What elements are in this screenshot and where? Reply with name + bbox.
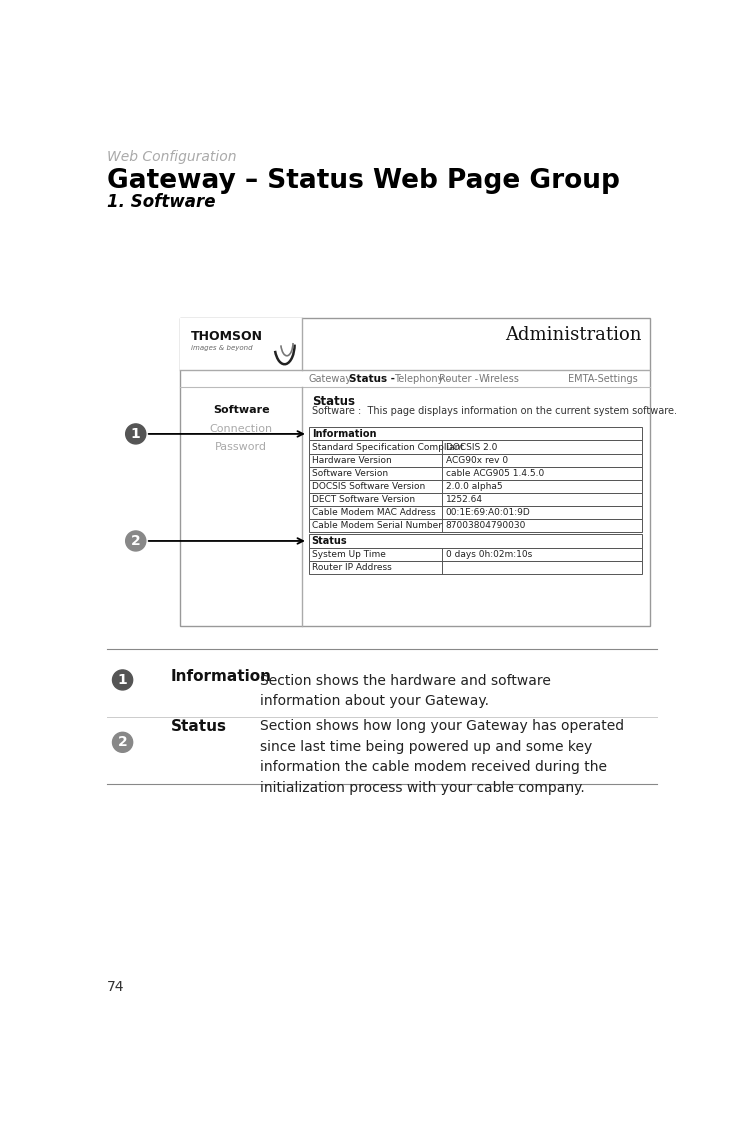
Text: Router IP Address: Router IP Address bbox=[311, 562, 391, 571]
Text: Information: Information bbox=[171, 669, 272, 684]
Text: Web Configuration: Web Configuration bbox=[107, 150, 237, 165]
Bar bbox=[180, 318, 650, 626]
Text: Status -: Status - bbox=[349, 374, 395, 384]
Text: THOMSON: THOMSON bbox=[191, 331, 263, 343]
Bar bbox=[308, 427, 642, 441]
Text: Gateway – Status Web Page Group: Gateway – Status Web Page Group bbox=[107, 168, 620, 194]
Text: EMTA-Settings: EMTA-Settings bbox=[568, 374, 638, 384]
Bar bbox=[180, 318, 302, 370]
Text: Cable Modem MAC Address: Cable Modem MAC Address bbox=[311, 508, 435, 517]
Bar bbox=[308, 479, 642, 493]
Text: Standard Specification Compliant: Standard Specification Compliant bbox=[311, 443, 463, 451]
Circle shape bbox=[126, 531, 146, 551]
Text: 00:1E:69:A0:01:9D: 00:1E:69:A0:01:9D bbox=[446, 508, 530, 517]
Bar bbox=[308, 493, 642, 506]
Text: images & beyond: images & beyond bbox=[191, 345, 253, 351]
Bar bbox=[308, 467, 642, 479]
Circle shape bbox=[126, 424, 146, 444]
Text: Connection: Connection bbox=[209, 424, 273, 434]
Text: DECT Software Version: DECT Software Version bbox=[311, 495, 415, 504]
Text: Cable Modem Serial Number: Cable Modem Serial Number bbox=[311, 521, 442, 531]
Text: Software :  This page displays information on the current system software.: Software : This page displays informatio… bbox=[311, 406, 676, 416]
Text: Software: Software bbox=[213, 406, 270, 416]
Text: DOCSIS Software Version: DOCSIS Software Version bbox=[311, 482, 425, 491]
Text: Status: Status bbox=[311, 395, 355, 408]
Text: 1. Software: 1. Software bbox=[107, 193, 215, 211]
Text: Software Version: Software Version bbox=[311, 469, 388, 478]
Circle shape bbox=[112, 670, 133, 690]
Text: 1: 1 bbox=[118, 673, 127, 687]
Text: Status: Status bbox=[171, 719, 226, 734]
Text: 2.0.0 alpha5: 2.0.0 alpha5 bbox=[446, 482, 502, 491]
Text: Wireless: Wireless bbox=[479, 374, 520, 384]
Text: ACG90x rev 0: ACG90x rev 0 bbox=[446, 456, 508, 465]
Text: 74: 74 bbox=[107, 980, 124, 994]
Text: Password: Password bbox=[215, 442, 267, 452]
Bar bbox=[308, 560, 642, 574]
Text: 2: 2 bbox=[131, 534, 141, 548]
Text: Section shows the hardware and software
information about your Gateway.: Section shows the hardware and software … bbox=[260, 674, 551, 709]
Bar bbox=[308, 519, 642, 532]
Text: DOCSIS 2.0: DOCSIS 2.0 bbox=[446, 443, 497, 451]
Text: Status: Status bbox=[311, 536, 347, 546]
Text: Administration: Administration bbox=[505, 326, 642, 344]
Text: System Up Time: System Up Time bbox=[311, 550, 386, 559]
Text: 1: 1 bbox=[131, 427, 141, 441]
Text: 2: 2 bbox=[118, 735, 127, 750]
Text: 0 days 0h:02m:10s: 0 days 0h:02m:10s bbox=[446, 550, 532, 559]
Bar bbox=[308, 441, 642, 453]
Bar bbox=[308, 506, 642, 519]
Text: Telephony -: Telephony - bbox=[394, 374, 450, 384]
Text: Section shows how long your Gateway has operated
since last time being powered u: Section shows how long your Gateway has … bbox=[260, 719, 624, 795]
Text: 1252.64: 1252.64 bbox=[446, 495, 483, 504]
Bar bbox=[308, 534, 642, 548]
Bar bbox=[308, 453, 642, 467]
Bar bbox=[308, 548, 642, 560]
Circle shape bbox=[112, 733, 133, 752]
Text: Gateway: Gateway bbox=[308, 374, 352, 384]
Text: Hardware Version: Hardware Version bbox=[311, 456, 391, 465]
Text: 87003804790030: 87003804790030 bbox=[446, 521, 526, 531]
Text: Router -: Router - bbox=[439, 374, 478, 384]
Text: Information: Information bbox=[311, 429, 376, 438]
Text: cable ACG905 1.4.5.0: cable ACG905 1.4.5.0 bbox=[446, 469, 544, 478]
